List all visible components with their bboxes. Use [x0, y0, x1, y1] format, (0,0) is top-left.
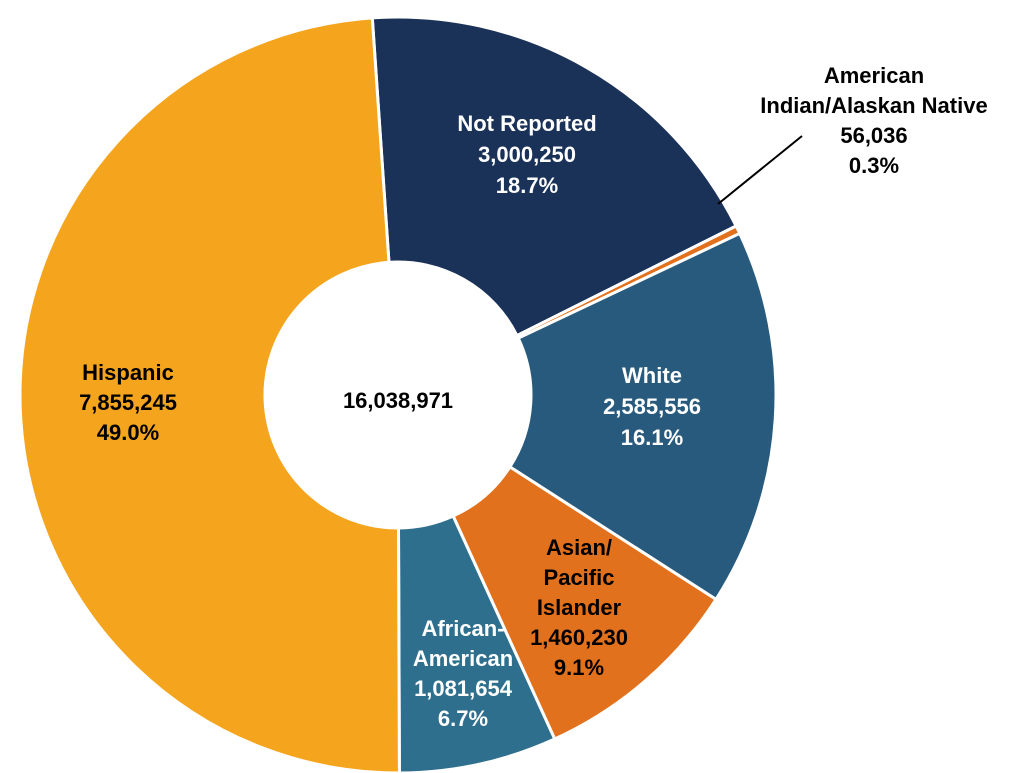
- slice-label: Asian/Pacific Islander 1,460,230 9.1%: [530, 535, 628, 680]
- leader-line: [717, 135, 803, 205]
- slice-label: African-American 1,081,654 6.7%: [413, 616, 513, 731]
- slice-label: White 2,585,556 16.1%: [603, 363, 701, 450]
- slice-label: American Indian/Alaskan Native 56,036 0.3%: [760, 63, 987, 178]
- slice-label: Not Reported 3,000,250 18.7%: [457, 111, 596, 198]
- slice-not-reported: [370, 15, 738, 338]
- slice-hispanic: [18, 16, 401, 773]
- center-total-label: 16,038,971: [343, 388, 453, 413]
- slice-asian: [451, 465, 718, 741]
- slice-label: Hispanic 7,855,245 49.0%: [79, 360, 177, 445]
- chart-slices: [18, 15, 778, 773]
- chart-labels: Not Reported 3,000,250 18.7% American Indian…: [79, 63, 988, 731]
